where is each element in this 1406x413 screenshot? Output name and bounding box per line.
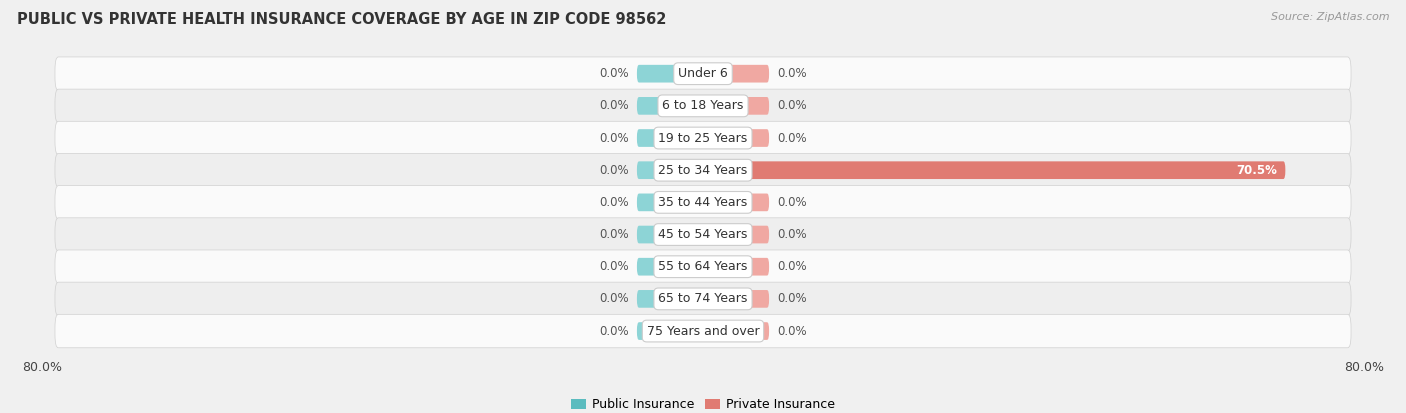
FancyBboxPatch shape xyxy=(55,154,1351,187)
FancyBboxPatch shape xyxy=(703,194,769,211)
Text: 0.0%: 0.0% xyxy=(599,67,628,80)
Text: 65 to 74 Years: 65 to 74 Years xyxy=(658,292,748,305)
FancyBboxPatch shape xyxy=(703,129,769,147)
FancyBboxPatch shape xyxy=(55,282,1351,316)
Text: 0.0%: 0.0% xyxy=(599,196,628,209)
FancyBboxPatch shape xyxy=(55,218,1351,251)
FancyBboxPatch shape xyxy=(703,161,1285,179)
Text: 0.0%: 0.0% xyxy=(778,325,807,337)
Text: 35 to 44 Years: 35 to 44 Years xyxy=(658,196,748,209)
FancyBboxPatch shape xyxy=(55,121,1351,155)
Text: 0.0%: 0.0% xyxy=(599,164,628,177)
FancyBboxPatch shape xyxy=(703,97,769,115)
Text: 0.0%: 0.0% xyxy=(599,260,628,273)
FancyBboxPatch shape xyxy=(703,225,769,243)
Legend: Public Insurance, Private Insurance: Public Insurance, Private Insurance xyxy=(567,393,839,413)
Text: PUBLIC VS PRIVATE HEALTH INSURANCE COVERAGE BY AGE IN ZIP CODE 98562: PUBLIC VS PRIVATE HEALTH INSURANCE COVER… xyxy=(17,12,666,27)
FancyBboxPatch shape xyxy=(703,65,769,83)
Text: Under 6: Under 6 xyxy=(678,67,728,80)
FancyBboxPatch shape xyxy=(637,290,703,308)
FancyBboxPatch shape xyxy=(637,161,703,179)
Text: 0.0%: 0.0% xyxy=(599,100,628,112)
Text: 0.0%: 0.0% xyxy=(778,260,807,273)
Text: 19 to 25 Years: 19 to 25 Years xyxy=(658,131,748,145)
FancyBboxPatch shape xyxy=(637,258,703,275)
Text: 6 to 18 Years: 6 to 18 Years xyxy=(662,100,744,112)
FancyBboxPatch shape xyxy=(637,65,703,83)
Text: 0.0%: 0.0% xyxy=(599,325,628,337)
FancyBboxPatch shape xyxy=(703,258,769,275)
Text: 0.0%: 0.0% xyxy=(778,100,807,112)
Text: 75 Years and over: 75 Years and over xyxy=(647,325,759,337)
Text: 0.0%: 0.0% xyxy=(778,292,807,305)
FancyBboxPatch shape xyxy=(637,129,703,147)
FancyBboxPatch shape xyxy=(637,225,703,243)
Text: 0.0%: 0.0% xyxy=(599,131,628,145)
Text: 0.0%: 0.0% xyxy=(778,131,807,145)
Text: 0.0%: 0.0% xyxy=(778,67,807,80)
Text: 0.0%: 0.0% xyxy=(778,228,807,241)
FancyBboxPatch shape xyxy=(703,290,769,308)
FancyBboxPatch shape xyxy=(637,322,703,340)
FancyBboxPatch shape xyxy=(55,57,1351,90)
Text: 0.0%: 0.0% xyxy=(599,228,628,241)
FancyBboxPatch shape xyxy=(55,250,1351,283)
Text: 0.0%: 0.0% xyxy=(599,292,628,305)
Text: 25 to 34 Years: 25 to 34 Years xyxy=(658,164,748,177)
Text: 70.5%: 70.5% xyxy=(1236,164,1277,177)
FancyBboxPatch shape xyxy=(637,194,703,211)
FancyBboxPatch shape xyxy=(55,185,1351,219)
Text: 55 to 64 Years: 55 to 64 Years xyxy=(658,260,748,273)
Text: Source: ZipAtlas.com: Source: ZipAtlas.com xyxy=(1271,12,1389,22)
FancyBboxPatch shape xyxy=(55,89,1351,123)
Text: 0.0%: 0.0% xyxy=(778,196,807,209)
FancyBboxPatch shape xyxy=(637,97,703,115)
FancyBboxPatch shape xyxy=(703,322,769,340)
Text: 45 to 54 Years: 45 to 54 Years xyxy=(658,228,748,241)
FancyBboxPatch shape xyxy=(55,314,1351,348)
